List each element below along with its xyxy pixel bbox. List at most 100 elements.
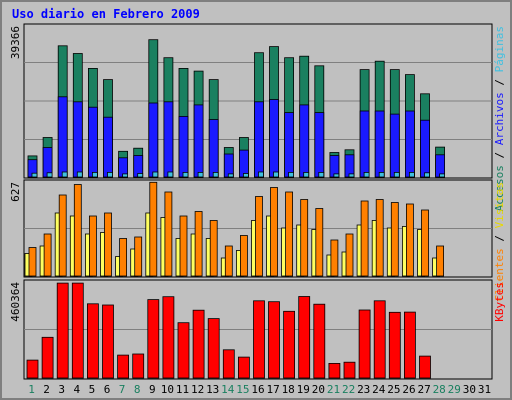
bar-kbytes-day-21 xyxy=(328,362,341,379)
bar-pginas-day-28 xyxy=(439,173,446,178)
bar-kbytes-day-9 xyxy=(147,299,160,379)
bar-kbytes-day-4 xyxy=(71,282,84,379)
bar-kbytes-day-6 xyxy=(102,304,114,379)
x-tick-label-day-9: 9 xyxy=(149,383,156,396)
bar-pginas-day-20 xyxy=(318,171,325,178)
bar-kbytes-day-8 xyxy=(132,353,145,379)
bar-clientes-day-23 xyxy=(360,200,369,277)
bar-archivos-day-15 xyxy=(238,149,249,178)
x-tick-label-day-23: 23 xyxy=(357,383,370,396)
panel-bottom-max-label: 460364 xyxy=(9,282,22,322)
legend-entry: Accesos xyxy=(493,165,506,211)
bar-pginas-day-9 xyxy=(152,171,159,178)
bar-kbytes-day-22 xyxy=(343,361,356,379)
panel-mid-legend: Clientes / Visitas xyxy=(493,182,506,301)
bar-pginas-day-13 xyxy=(212,171,219,178)
bar-kbytes-day-26 xyxy=(403,311,416,379)
legend-entry: Archivos xyxy=(493,92,506,145)
bar-kbytes-day-7 xyxy=(117,354,129,379)
bar-kbytes-day-14 xyxy=(222,349,235,379)
x-tick-label-day-11: 11 xyxy=(176,383,189,396)
legend-entry: / xyxy=(493,228,506,248)
bar-pginas-day-24 xyxy=(378,171,385,178)
x-tick-label-day-22: 22 xyxy=(342,383,355,396)
bar-clientes-day-18 xyxy=(285,191,294,277)
bar-clientes-day-8 xyxy=(134,236,143,277)
x-tick-label-day-25: 25 xyxy=(387,383,400,396)
bar-archivos-day-9 xyxy=(148,102,159,178)
bar-clientes-day-12 xyxy=(194,211,203,277)
x-tick-label-day-17: 17 xyxy=(266,383,279,396)
bar-clientes-day-22 xyxy=(345,233,354,277)
x-tick-label-day-20: 20 xyxy=(312,383,325,396)
legend-entry: Visitas xyxy=(493,182,506,228)
bar-clientes-day-2 xyxy=(43,233,52,277)
x-tick-label-day-16: 16 xyxy=(251,383,264,396)
bar-archivos-day-11 xyxy=(178,116,189,178)
bar-kbytes-day-27 xyxy=(419,355,431,379)
bar-kbytes-day-12 xyxy=(192,309,205,379)
bar-kbytes-day-18 xyxy=(283,310,296,379)
bar-clientes-day-20 xyxy=(315,208,324,277)
bar-pginas-day-2 xyxy=(46,172,53,178)
bar-clientes-day-13 xyxy=(209,220,218,277)
bar-pginas-day-27 xyxy=(424,172,430,178)
x-tick-label-day-7: 7 xyxy=(119,383,126,396)
bar-clientes-day-24 xyxy=(375,199,384,277)
bar-kbytes-day-1 xyxy=(26,359,39,379)
bar-clientes-day-6 xyxy=(104,212,112,277)
bar-pginas-day-15 xyxy=(242,173,249,178)
bar-archivos-day-24 xyxy=(374,110,385,178)
panel-top-max-label: 39366 xyxy=(9,26,22,59)
x-tick-label-day-6: 6 xyxy=(104,383,111,396)
bar-clientes-day-3 xyxy=(58,194,67,277)
bar-pginas-day-26 xyxy=(408,171,415,178)
bar-pginas-day-25 xyxy=(393,171,400,178)
bar-archivos-day-18 xyxy=(284,112,295,178)
bar-pginas-day-22 xyxy=(348,173,355,178)
x-tick-label-day-5: 5 xyxy=(89,383,96,396)
bar-pginas-day-6 xyxy=(107,171,113,178)
x-tick-label-day-31: 31 xyxy=(478,383,491,396)
bar-archivos-day-20 xyxy=(314,112,325,178)
bar-archivos-day-27 xyxy=(420,119,430,178)
chart-title: Uso diario en Febrero 2009 xyxy=(12,7,200,21)
legend-entry: Páginas xyxy=(493,26,506,72)
x-tick-label-day-21: 21 xyxy=(327,383,340,396)
bar-archivos-day-13 xyxy=(208,119,219,178)
bar-clientes-day-25 xyxy=(390,202,399,277)
x-tick-label-day-2: 2 xyxy=(43,383,50,396)
x-tick-label-day-18: 18 xyxy=(282,383,295,396)
x-tick-label-day-1: 1 xyxy=(28,383,35,396)
legend-entry: / xyxy=(493,72,506,92)
bar-archivos-day-16 xyxy=(254,101,264,178)
bar-pginas-day-8 xyxy=(137,173,144,178)
x-tick-label-day-19: 19 xyxy=(297,383,310,396)
bar-archivos-day-25 xyxy=(389,113,400,178)
bar-pginas-day-5 xyxy=(92,171,98,178)
bar-kbytes-day-13 xyxy=(207,318,220,379)
bar-pginas-day-12 xyxy=(197,171,204,178)
bar-archivos-day-10 xyxy=(163,101,174,178)
bar-kbytes-day-23 xyxy=(358,309,371,379)
panel-top: 39366 Accesos / Archivos / Páginas xyxy=(9,23,506,211)
x-tick-label-day-14: 14 xyxy=(221,383,235,396)
x-tick-label-day-15: 15 xyxy=(236,383,249,396)
bar-pginas-day-17 xyxy=(273,171,279,178)
bar-clientes-day-19 xyxy=(300,199,309,277)
bar-clientes-day-27 xyxy=(421,209,429,277)
bar-pginas-day-1 xyxy=(31,172,38,178)
bar-clientes-day-16 xyxy=(255,196,263,277)
bar-kbytes-day-3 xyxy=(56,282,69,379)
x-tick-label-day-26: 26 xyxy=(402,383,415,396)
bar-clientes-day-15 xyxy=(239,235,248,277)
x-tick-label-day-3: 3 xyxy=(58,383,65,396)
bar-clientes-day-7 xyxy=(119,238,127,277)
bar-archivos-day-5 xyxy=(88,106,98,178)
bar-pginas-day-18 xyxy=(288,171,295,178)
bar-pginas-day-3 xyxy=(61,171,68,178)
bar-kbytes-day-15 xyxy=(237,356,250,379)
bar-pginas-day-7 xyxy=(122,173,128,178)
legend-entry: KBytes xyxy=(493,282,506,322)
